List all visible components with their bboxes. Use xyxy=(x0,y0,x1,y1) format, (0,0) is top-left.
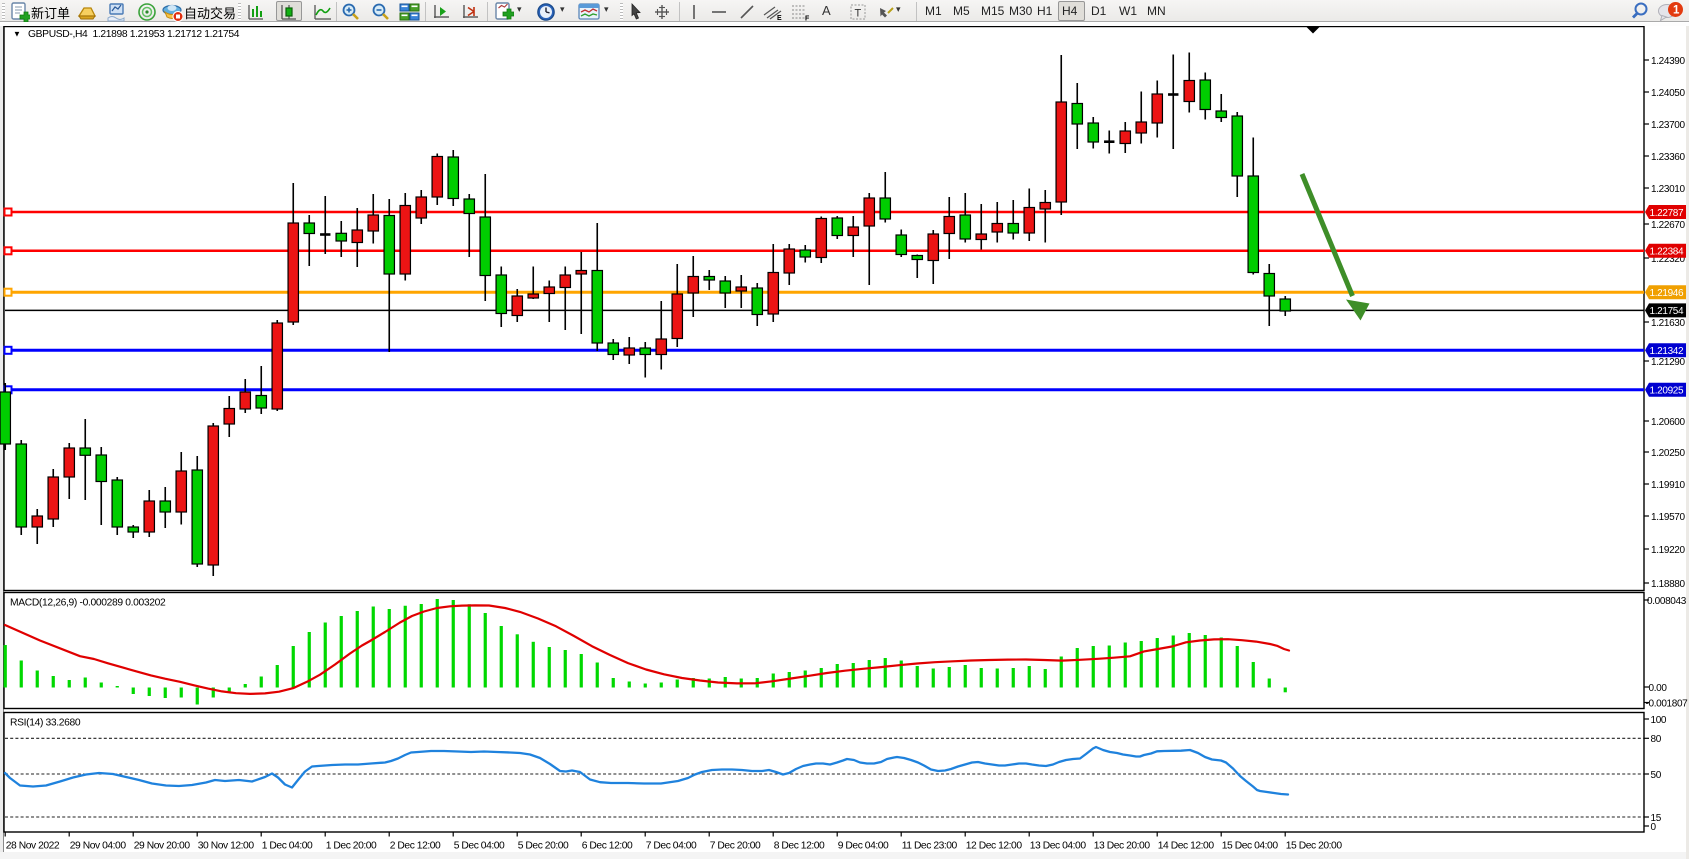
svg-text:50: 50 xyxy=(1651,770,1662,781)
svg-text:1.21630: 1.21630 xyxy=(1651,318,1685,329)
svg-text:1.20925: 1.20925 xyxy=(1650,386,1684,397)
svg-text:29 Nov 20:00: 29 Nov 20:00 xyxy=(134,841,191,852)
svg-text:15 Dec 20:00: 15 Dec 20:00 xyxy=(1286,841,1343,852)
svg-text:1.22670: 1.22670 xyxy=(1651,220,1685,231)
svg-text:GBPUSD-,H4 1.21898 1.21953 1.: GBPUSD-,H4 1.21898 1.21953 1.21712 1.217… xyxy=(28,29,240,40)
svg-text:1.19570: 1.19570 xyxy=(1651,512,1685,523)
svg-text:29 Nov 04:00: 29 Nov 04:00 xyxy=(70,841,127,852)
svg-text:T: T xyxy=(855,8,862,20)
svg-text:1.20250: 1.20250 xyxy=(1651,448,1685,459)
svg-text:1.20600: 1.20600 xyxy=(1651,417,1685,428)
svg-text:7 Dec 20:00: 7 Dec 20:00 xyxy=(710,841,761,852)
svg-text:28 Nov 2022: 28 Nov 2022 xyxy=(6,841,60,852)
svg-text:0.008043: 0.008043 xyxy=(1647,596,1687,607)
svg-text:1.22787: 1.22787 xyxy=(1650,208,1684,219)
svg-text:1 Dec 04:00: 1 Dec 04:00 xyxy=(262,841,313,852)
svg-text:13 Dec 04:00: 13 Dec 04:00 xyxy=(1030,841,1087,852)
svg-text:1.19910: 1.19910 xyxy=(1651,480,1685,491)
svg-text:30 Nov 12:00: 30 Nov 12:00 xyxy=(198,841,255,852)
svg-text:2 Dec 12:00: 2 Dec 12:00 xyxy=(390,841,441,852)
svg-text:MACD(12,26,9) -0.000289 0.0032: MACD(12,26,9) -0.000289 0.003202 xyxy=(10,598,166,609)
svg-text:1.21754: 1.21754 xyxy=(1650,306,1684,317)
svg-text:14 Dec 12:00: 14 Dec 12:00 xyxy=(1158,841,1215,852)
svg-text:0: 0 xyxy=(1651,822,1657,833)
svg-text:1.23360: 1.23360 xyxy=(1651,152,1685,163)
svg-text:1.23700: 1.23700 xyxy=(1651,120,1685,131)
svg-text:-0.001807: -0.001807 xyxy=(1646,698,1689,709)
svg-text:15: 15 xyxy=(1651,813,1662,824)
svg-text:F: F xyxy=(805,16,810,22)
svg-text:1.19220: 1.19220 xyxy=(1651,545,1685,556)
svg-text:6 Dec 12:00: 6 Dec 12:00 xyxy=(582,841,633,852)
svg-text:5 Dec 04:00: 5 Dec 04:00 xyxy=(454,841,505,852)
svg-text:1.21946: 1.21946 xyxy=(1650,288,1684,299)
svg-text:15 Dec 04:00: 15 Dec 04:00 xyxy=(1222,841,1279,852)
svg-text:100: 100 xyxy=(1651,715,1667,726)
svg-text:8 Dec 12:00: 8 Dec 12:00 xyxy=(774,841,825,852)
svg-text:1.22320: 1.22320 xyxy=(1651,254,1685,265)
svg-text:E: E xyxy=(777,15,782,21)
svg-text:▼: ▼ xyxy=(13,30,21,39)
svg-text:1.21342: 1.21342 xyxy=(1650,346,1684,357)
svg-text:5 Dec 20:00: 5 Dec 20:00 xyxy=(518,841,569,852)
svg-text:11 Dec 23:00: 11 Dec 23:00 xyxy=(902,841,958,852)
svg-text:1.21290: 1.21290 xyxy=(1651,357,1685,368)
svg-text:7 Dec 04:00: 7 Dec 04:00 xyxy=(646,841,697,852)
svg-text:1: 1 xyxy=(1673,5,1680,17)
svg-text:13 Dec 20:00: 13 Dec 20:00 xyxy=(1094,841,1151,852)
svg-text:9 Dec 04:00: 9 Dec 04:00 xyxy=(838,841,889,852)
svg-text:1.23010: 1.23010 xyxy=(1651,184,1685,195)
svg-text:0.00: 0.00 xyxy=(1649,683,1668,694)
svg-text:12 Dec 12:00: 12 Dec 12:00 xyxy=(966,841,1023,852)
svg-text:1.22384: 1.22384 xyxy=(1650,247,1684,258)
svg-text:1.24390: 1.24390 xyxy=(1651,56,1685,67)
svg-text:1 Dec 20:00: 1 Dec 20:00 xyxy=(326,841,377,852)
svg-text:1.24050: 1.24050 xyxy=(1651,88,1685,99)
svg-text:RSI(14) 33.2680: RSI(14) 33.2680 xyxy=(10,718,81,729)
svg-text:80: 80 xyxy=(1651,734,1662,745)
svg-text:1.18880: 1.18880 xyxy=(1651,579,1685,590)
